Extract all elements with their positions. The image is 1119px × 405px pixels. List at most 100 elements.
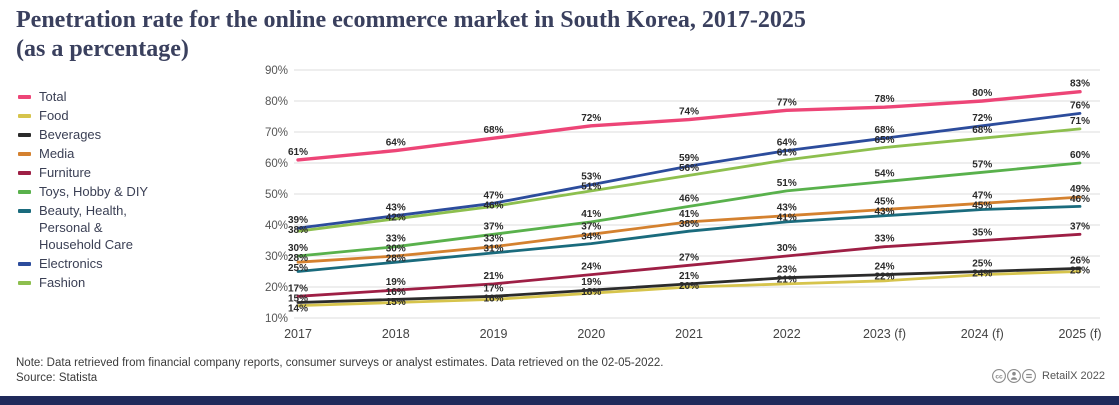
data-label: 37%: [1070, 221, 1090, 232]
series-line-food: [296, 270, 1082, 308]
penetration-line-chart: 10%20%30%40%50%60%70%80%90%2017 2018 2019 2…: [265, 65, 1102, 341]
legend-swatch: [18, 95, 31, 99]
data-label: 76%: [1070, 100, 1090, 111]
data-label: 21%: [777, 275, 797, 286]
x-tick-label: 2018: [382, 327, 410, 341]
legend-swatch: [18, 152, 31, 156]
data-label: 21%: [679, 271, 699, 282]
data-label: 46%: [679, 193, 699, 204]
data-label: 30%: [386, 244, 406, 255]
data-label: 49%: [1070, 184, 1090, 195]
data-label: 28%: [288, 253, 308, 264]
data-label: 38%: [679, 219, 699, 230]
legend-item: Fashion: [18, 274, 152, 291]
data-label: 60%: [1070, 150, 1090, 161]
data-label: 27%: [679, 252, 699, 263]
data-label: 33%: [386, 234, 406, 245]
chart-title-line-1: Penetration rate for the online ecommerc…: [16, 7, 806, 33]
y-tick-label: 70%: [265, 127, 288, 139]
data-label: 24%: [972, 269, 992, 280]
data-label: 17%: [288, 283, 308, 294]
series-line-toys-hobby-diy: [296, 161, 1082, 258]
data-label: 68%: [483, 125, 503, 136]
data-label: 64%: [386, 138, 406, 149]
data-label: 33%: [483, 234, 503, 245]
legend-item: Beverages: [18, 126, 152, 143]
legend-item: Total: [18, 88, 152, 105]
data-label: 38%: [288, 225, 308, 236]
legend-label: Fashion: [39, 275, 86, 290]
data-label: 18%: [581, 287, 601, 298]
chart-legend: Total Food Beverages Media Furniture Toys, Ho…: [18, 88, 152, 293]
data-label: 61%: [777, 148, 797, 159]
by-icon: [1007, 369, 1021, 383]
data-label: 78%: [874, 94, 894, 105]
data-label: 42%: [386, 213, 406, 224]
data-label: 17%: [483, 283, 503, 294]
legend-label: Electronics: [39, 256, 103, 271]
data-label: 59%: [679, 153, 699, 164]
data-label: 54%: [874, 169, 894, 180]
data-label: 72%: [972, 113, 992, 124]
data-label: 25%: [972, 259, 992, 270]
data-label: 20%: [679, 281, 699, 292]
data-label: 39%: [288, 215, 308, 226]
data-label: 61%: [288, 147, 308, 158]
series-line-furniture: [296, 232, 1082, 298]
x-tick-label: 2019: [480, 327, 508, 341]
data-label: 68%: [874, 125, 894, 136]
data-label: 51%: [581, 182, 601, 193]
x-tick-label: 2023 (f): [863, 327, 906, 341]
data-label: 34%: [581, 231, 601, 242]
legend-item: Media: [18, 145, 152, 162]
legend-item: Food: [18, 107, 152, 124]
series-line-beauty-health-personal-household-care: [296, 204, 1082, 273]
data-label: 53%: [581, 172, 601, 183]
data-label: 24%: [874, 262, 894, 273]
y-tick-label: 60%: [265, 158, 288, 170]
data-label: 41%: [777, 213, 797, 224]
series-line-media: [296, 195, 1082, 264]
data-label: 35%: [972, 228, 992, 239]
data-label: 22%: [874, 272, 894, 283]
legend-swatch: [18, 262, 31, 266]
x-tick-label: 2020: [577, 327, 605, 341]
legend-item: Furniture: [18, 164, 152, 181]
data-label: 31%: [483, 244, 503, 255]
data-label: 68%: [972, 125, 992, 136]
data-label: 83%: [1070, 79, 1090, 90]
x-tick-label: 2021: [675, 327, 703, 341]
legend-swatch: [18, 190, 31, 194]
data-label: 72%: [581, 113, 601, 124]
chart-title-line-2: (as a percentage): [16, 36, 189, 63]
series-line-electronics: [296, 112, 1082, 230]
data-label: 30%: [777, 243, 797, 254]
chart-source: Source: Statista: [16, 372, 98, 384]
data-label: 41%: [679, 209, 699, 220]
legend-swatch: [18, 281, 31, 285]
data-label: 15%: [386, 297, 406, 308]
data-label: 14%: [288, 303, 308, 314]
data-label: 25%: [1070, 265, 1090, 276]
data-label: 24%: [581, 262, 601, 273]
chart-title: Penetration rate for the online ecommerc…: [16, 6, 1086, 65]
y-tick-label: 20%: [265, 282, 288, 294]
legend-item: Beauty, Health, Personal & Household Car…: [18, 202, 152, 253]
bottom-brand-bar: [0, 396, 1119, 405]
data-label: 25%: [288, 263, 308, 274]
cc-icon: cc: [992, 369, 1006, 383]
data-label: 23%: [777, 265, 797, 276]
x-tick-label: 2017: [284, 327, 312, 341]
data-label: 43%: [874, 207, 894, 218]
legend-swatch: [18, 133, 31, 137]
data-label: 47%: [972, 190, 992, 201]
chart-area: 10% 20% 30% 40% 50% 60% 70% 80% 90% 2017 2018 2019 2…: [246, 54, 1112, 351]
y-tick-label: 30%: [265, 251, 288, 263]
data-label: 41%: [581, 209, 601, 220]
license-icons: cc: [992, 369, 1036, 383]
data-label: 46%: [1070, 194, 1090, 205]
legend-label: Furniture: [39, 165, 92, 180]
y-tick-label: 40%: [265, 220, 288, 232]
credit-row: cc RetailX 2022: [991, 368, 1105, 384]
